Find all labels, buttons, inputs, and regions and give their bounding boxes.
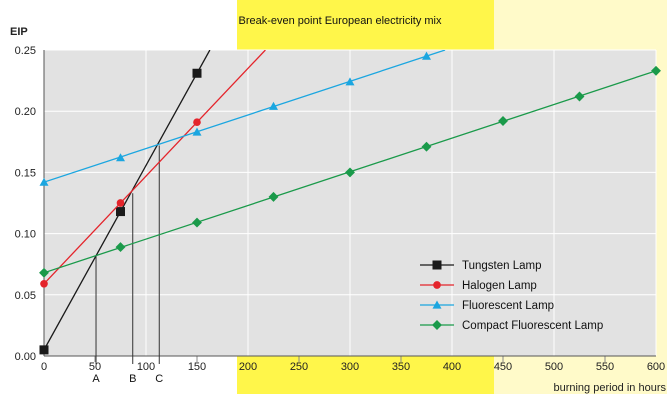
x-tick-label: 500 [545,361,563,373]
x-tick-label: 300 [341,361,359,373]
break-even-marker-layer: A B C [92,145,163,385]
data-point [193,118,201,127]
axis-layer: 0.00 0.05 0.10 0.15 0.20 0.25 0 50 100 150 200 250 3… [15,45,666,373]
grid-layer [44,49,657,356]
legend-label: Compact Fluorescent Lamp [462,320,603,332]
data-point [39,267,49,278]
legend-label: Fluorescent Lamp [462,300,554,312]
y-axis-label: EIP [10,26,28,38]
legend: Tungsten Lamp Halogen Lamp Fluorescent Lam… [420,260,603,332]
data-point [39,177,49,186]
data-point [432,260,442,270]
x-tick-label: 50 [89,361,101,373]
x-tick-label: 600 [647,361,665,373]
break-even-label: A [92,373,100,385]
data-point [345,77,355,86]
data-point [115,242,126,253]
data-point [192,127,202,136]
data-point [421,141,432,152]
data-point [192,217,202,228]
y-tick-label: 0.00 [15,351,36,363]
data-point [433,281,441,289]
series-line [44,50,211,351]
x-tick-label: 350 [392,361,410,373]
y-tick-label: 0.05 [15,290,36,302]
data-point [432,320,442,330]
data-point [268,191,279,202]
data-point [345,167,355,178]
x-tick-label: 400 [443,361,461,373]
data-point [432,300,442,309]
x-tick-label: 150 [188,361,206,373]
break-even-label: C [155,373,163,385]
x-tick-label: 100 [137,361,155,373]
x-tick-label: 450 [494,361,512,373]
legend-label: Halogen Lamp [462,280,537,292]
y-tick-label: 0.25 [15,45,36,57]
chart-title: Break-even point European electricity mi… [239,15,442,27]
data-point [651,65,661,76]
x-tick-label: 0 [41,361,47,373]
data-point [192,68,202,78]
data-point [116,199,125,207]
series-group [39,50,446,186]
series-group [40,50,266,288]
data-point [422,51,431,60]
x-axis-label: burning period in hours [553,382,666,394]
series-group [39,65,661,278]
break-even-label: B [129,373,136,385]
x-tick-label: 550 [596,361,614,373]
series-layer [39,50,661,355]
data-point [498,116,508,126]
data-point [40,279,48,288]
data-point [116,153,125,162]
data-point [116,207,125,217]
data-point [39,345,49,355]
data-point [269,101,278,110]
data-point [574,91,585,102]
legend-label: Tungsten Lamp [462,260,541,272]
y-tick-label: 0.10 [15,229,36,241]
y-tick-label: 0.15 [15,167,36,179]
x-tick-label: 250 [290,361,308,373]
series-group [39,50,211,355]
x-tick-label: 200 [239,361,257,373]
series-line [44,50,446,183]
y-tick-label: 0.20 [15,106,36,118]
series-line [44,50,266,285]
